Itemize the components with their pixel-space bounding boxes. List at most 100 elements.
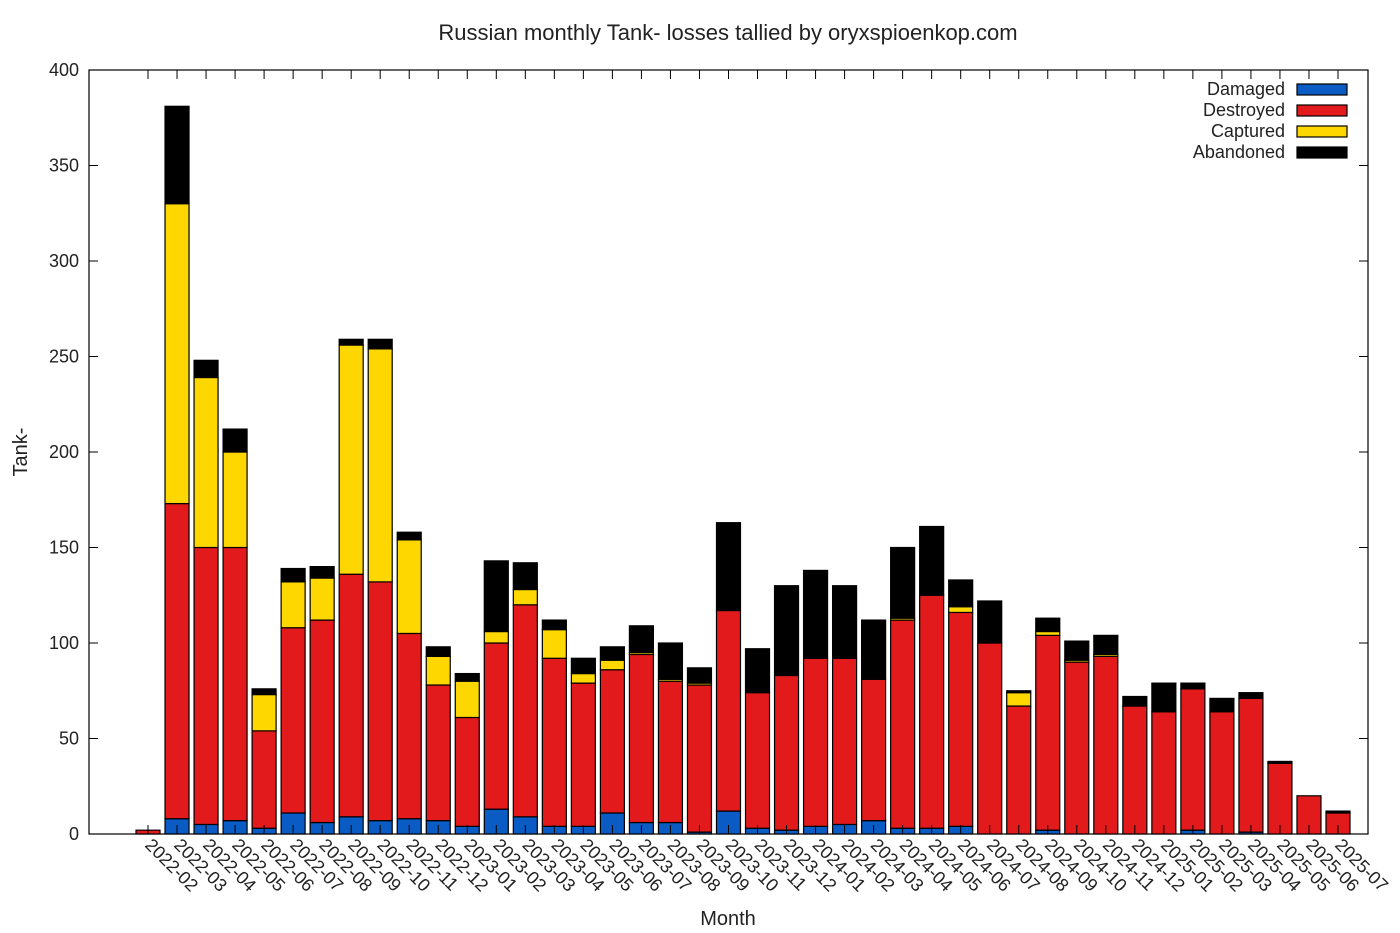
bar-segment-destroyed	[1267, 762, 1293, 835]
bar-segment-captured	[483, 630, 509, 644]
bar-segment-destroyed	[1209, 711, 1235, 835]
bar-segment-abandoned	[599, 646, 625, 661]
bar-segment-abandoned	[483, 560, 509, 633]
bar-segment-abandoned	[193, 359, 219, 379]
bar-segment-captured	[164, 203, 190, 505]
bar-segment-captured	[454, 680, 480, 719]
bar-segment-destroyed	[1238, 697, 1264, 833]
bar-segment-abandoned	[1325, 810, 1351, 814]
bar-segment-destroyed	[831, 657, 858, 826]
bar-segment-abandoned	[1064, 640, 1090, 661]
bar-segment-destroyed	[1151, 711, 1177, 835]
bar-segment-captured	[193, 376, 219, 549]
bar-segment-destroyed	[1035, 634, 1061, 831]
bar-segment-abandoned	[367, 338, 393, 350]
bar-segment-destroyed	[1122, 705, 1148, 835]
bar-segment-destroyed	[686, 684, 713, 833]
y-tick-label: 350	[49, 156, 79, 176]
bar-segment-destroyed	[599, 669, 625, 814]
chart-title: Russian monthly Tank- losses tallied by …	[438, 20, 1017, 45]
bar-segment-abandoned	[1209, 697, 1235, 713]
bar-segment-abandoned	[164, 105, 190, 205]
bar-segment-captured	[599, 659, 625, 671]
bar-segment-destroyed	[367, 581, 393, 822]
bar-segment-captured	[570, 672, 596, 684]
y-tick-label: 150	[49, 538, 79, 558]
legend-swatch-captured	[1296, 125, 1348, 138]
bar-segment-destroyed	[483, 642, 509, 810]
bar-segment-abandoned	[802, 569, 829, 659]
bar-segment-captured	[948, 606, 974, 614]
bar-segment-captured	[222, 451, 248, 549]
bar-segment-destroyed	[222, 546, 248, 822]
y-tick-label: 100	[49, 633, 79, 653]
y-tick-label: 300	[49, 251, 79, 271]
bar-segment-captured	[309, 577, 335, 621]
bar-segment-abandoned	[1035, 617, 1061, 633]
bar-segment-abandoned	[861, 619, 887, 680]
bar-segment-destroyed	[861, 678, 887, 822]
bar-segment-destroyed	[1064, 661, 1090, 835]
bar-segment-destroyed	[164, 502, 190, 820]
bar-segment-abandoned	[251, 688, 277, 696]
bar-segment-abandoned	[657, 642, 684, 680]
bar-segment-destroyed	[541, 657, 567, 827]
bar-segment-destroyed	[977, 642, 1003, 835]
bar-segment-abandoned	[628, 625, 655, 654]
bar-segment-destroyed	[570, 682, 596, 827]
bar-segment-abandoned	[715, 522, 742, 612]
y-tick-label: 250	[49, 347, 79, 367]
bar-segment-destroyed	[773, 674, 800, 831]
bar-segment-destroyed	[1180, 688, 1206, 831]
bar-segment-abandoned	[890, 546, 916, 619]
bar-segment-destroyed	[657, 680, 684, 824]
bar-segment-abandoned	[222, 428, 248, 453]
bar-segment-abandoned	[1180, 682, 1206, 690]
bar-segment-destroyed	[309, 619, 335, 824]
bar-segment-captured	[541, 629, 567, 659]
bar-segment-destroyed	[280, 627, 306, 814]
legend-swatch-destroyed	[1296, 104, 1348, 117]
bar-segment-abandoned	[1267, 760, 1293, 764]
legend-label: Abandoned	[1193, 142, 1285, 162]
y-axis-label: Tank-	[10, 428, 32, 477]
bar-segment-abandoned	[512, 562, 538, 591]
bar-segment-destroyed	[512, 604, 538, 818]
bar-segment-abandoned	[570, 657, 596, 675]
bar-segment-captured	[396, 539, 422, 635]
bar-segment-abandoned	[686, 667, 713, 684]
bar-segment-abandoned	[1093, 634, 1119, 656]
y-tick-label: 50	[59, 729, 79, 749]
y-tick-label: 0	[69, 824, 79, 844]
bar-segment-destroyed	[396, 632, 422, 820]
bar-segment-abandoned	[309, 565, 335, 579]
bar-segment-abandoned	[338, 338, 364, 346]
bar-segment-destroyed	[802, 657, 829, 827]
bar-segment-destroyed	[628, 653, 655, 824]
legend-label: Captured	[1211, 121, 1285, 141]
legend-swatch-abandoned	[1296, 146, 1348, 159]
bar-segment-abandoned	[280, 567, 306, 583]
x-axis-label: Month	[700, 908, 756, 930]
y-tick-label: 200	[49, 442, 79, 462]
bar-segment-captured	[251, 693, 277, 732]
legend-swatch-damaged	[1296, 83, 1348, 96]
bar-segment-abandoned	[1122, 695, 1148, 707]
bar-segment-captured	[367, 348, 393, 583]
bar-segment-captured	[280, 581, 306, 629]
bar-segment-abandoned	[1151, 682, 1177, 713]
bar-segment-destroyed	[744, 692, 771, 829]
bar-segment-abandoned	[831, 585, 858, 659]
bar-segment-destroyed	[193, 546, 219, 826]
bar-segment-destroyed	[251, 730, 277, 829]
bar-segment-abandoned	[454, 672, 480, 682]
bar-segment-abandoned	[541, 619, 567, 631]
bar-segment-abandoned	[919, 525, 945, 596]
bar-segment-destroyed	[454, 716, 480, 827]
bar-segment-abandoned	[425, 646, 451, 657]
bar-segment-destroyed	[338, 573, 364, 818]
bar-segment-captured	[338, 344, 364, 575]
bar-segment-abandoned	[977, 600, 1003, 644]
